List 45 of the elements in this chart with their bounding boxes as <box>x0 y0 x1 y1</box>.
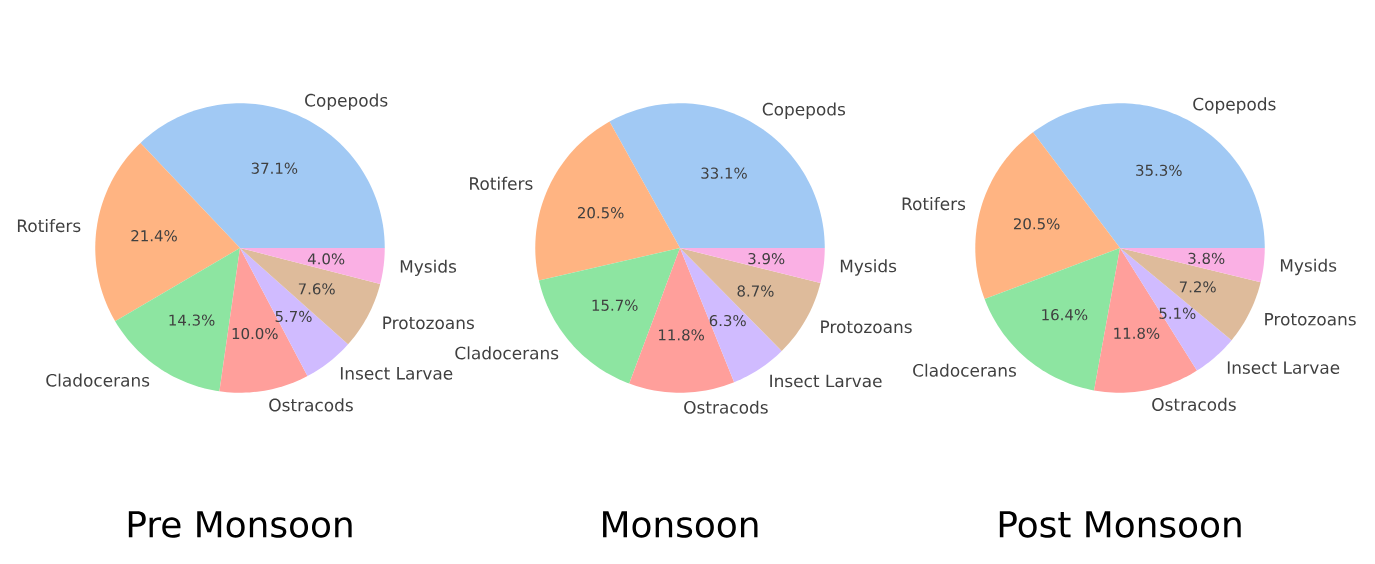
data-label: 5.1% <box>1159 307 1196 319</box>
data-label: 14.3% <box>169 314 215 326</box>
slice-label: Insect Larvae <box>770 374 882 388</box>
slice-label: Ostracods <box>684 400 768 414</box>
data-label: 11.8% <box>659 329 704 341</box>
slice-label: Cladocerans <box>913 363 1017 377</box>
data-label: 8.7% <box>737 285 774 297</box>
slice-label: Cladocerans <box>46 373 150 387</box>
data-label: 7.6% <box>298 283 335 295</box>
data-label: 3.9% <box>748 252 785 265</box>
slice-label: Rotifers <box>17 219 81 233</box>
data-label: 20.5% <box>1013 218 1060 230</box>
slice-label: Protozoans <box>383 316 474 330</box>
data-label: 37.1% <box>251 162 298 174</box>
slice-label: Protozoans <box>1265 313 1356 326</box>
slice-label: Copepods <box>1193 97 1276 114</box>
slice-label: Ostracods <box>1152 397 1236 411</box>
text: Post Monsoon <box>999 511 1241 538</box>
data-label: 35.3% <box>1136 164 1182 176</box>
slice-label: Mysids <box>1280 258 1337 276</box>
data-label: 4.0% <box>307 253 345 265</box>
text: Pre Monsoon <box>128 511 352 538</box>
slice-label: Ostracods <box>269 398 353 412</box>
slice-label: Insect Larvae <box>1227 361 1340 374</box>
data-label: 7.2% <box>1179 281 1216 293</box>
slice-label: Copepods <box>305 93 388 110</box>
slice-label: Rotifers <box>902 197 966 211</box>
data-label: 6.3% <box>709 314 746 327</box>
slice-label: Mysids <box>400 259 457 277</box>
text: Monsoon <box>603 511 758 538</box>
data-label: 10.0% <box>232 327 278 340</box>
data-label: 20.5% <box>577 207 624 219</box>
slice-label: Mysids <box>840 259 897 276</box>
data-label: 11.8% <box>1114 327 1160 339</box>
data-label: 5.7% <box>275 310 312 323</box>
data-label: 21.4% <box>131 230 177 242</box>
slice-label: Insect Larvae <box>340 367 453 380</box>
data-label: 16.4% <box>1042 309 1088 321</box>
slice-label: Protozoans <box>821 320 912 334</box>
data-label: 33.1% <box>701 167 747 179</box>
data-label: 15.7% <box>592 299 638 311</box>
slice-label: Cladocerans <box>455 346 559 360</box>
data-label: 3.8% <box>1188 252 1225 264</box>
slice-label: Copepods <box>762 102 846 119</box>
slice-label: Rotifers <box>470 176 533 190</box>
